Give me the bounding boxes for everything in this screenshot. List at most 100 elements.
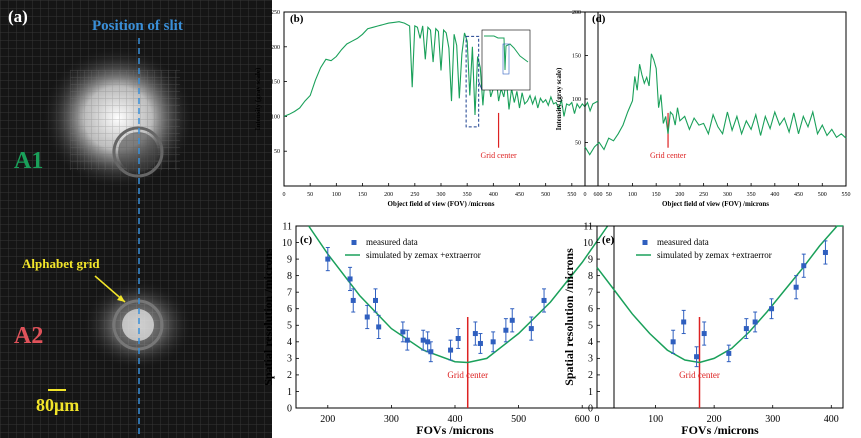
x-tick-label: 200 [384,192,393,198]
x-tick-label: 200 [320,414,335,425]
grid-center-label: Grid center [679,370,720,380]
x-axis-label: Object field of view (FOV) /microns [662,200,769,208]
data-point [404,337,410,343]
y-tick-label: 8 [287,271,292,282]
data-point [477,340,483,346]
data-point [420,337,426,343]
y-tick-label: 0 [588,403,593,414]
x-tick-label: 350 [463,192,472,198]
data-point [350,297,356,303]
grid-core-a2 [122,309,154,341]
x-tick-label: 150 [652,192,661,198]
x-tick-label: 50 [606,192,612,198]
slit-label: Position of slit [92,18,183,34]
panel-label: (b) [290,13,304,25]
x-tick-label: 300 [384,414,399,425]
grid-ring-a1 [112,126,164,178]
grid-core-a1 [118,132,158,172]
y-tick-label: 3 [588,354,593,365]
y-tick-label: 250 [271,10,280,16]
x-axis-label: Object field of view (FOV) /microns [388,200,495,208]
data-point [822,249,828,255]
x-tick-label: 400 [824,414,839,425]
y-tick-label: 6 [287,304,292,315]
y-tick-label: 100 [271,114,280,120]
legend-label-simulated: simulated by zemax +extraerror [366,250,481,260]
grid-center-label: Grid center [447,370,488,380]
data-point [793,284,799,290]
y-tick-label: 10 [282,238,292,249]
inset-curve [484,35,529,71]
data-point [681,319,687,325]
x-tick-label: 250 [410,192,419,198]
intensity-line [283,21,599,117]
y-tick-label: 9 [287,254,292,265]
x-tick-label: 300 [437,192,446,198]
y-tick-label: 5 [588,321,593,332]
y-tick-label: 100 [572,97,581,103]
legend-label-measured: measured data [366,237,418,247]
y-tick-label: 1 [588,387,593,398]
chart-d: 0 50 100 150 200 250 300 350 400 450 500 550 50 100 15… [555,10,851,208]
x-tick-label: 100 [648,414,663,425]
data-point [428,349,434,355]
data-point [541,297,547,303]
data-point [694,354,700,360]
data-point [670,339,676,345]
region-label-a1: A1 [14,148,43,174]
x-tick-label: 200 [675,192,684,198]
panel-label: (d) [592,13,606,25]
panel-label: (c) [300,234,313,246]
x-tick-label: 150 [358,192,367,198]
data-point [503,327,509,333]
y-tick-label: 4 [287,337,292,348]
y-tick-label: 7 [287,288,292,299]
zoom-connector [478,81,483,91]
x-tick-label: 400 [770,192,779,198]
data-point [509,317,515,323]
x-tick-label: 600 [594,192,603,198]
data-point [726,350,732,356]
legend-label-simulated: simulated by zemax +extraerror [657,250,772,260]
y-axis-label: Spatial resolution /microns [562,248,576,386]
data-point [752,319,758,325]
data-point [528,326,534,332]
x-tick-label: 250 [699,192,708,198]
x-tick-label: 500 [541,192,550,198]
y-tick-label: 150 [572,54,581,60]
alphabet-grid-label: Alphabet grid [22,256,100,271]
plot-frame [584,11,847,187]
y-tick-label: 9 [588,254,593,265]
y-axis-label: Spatial resolution /microns [261,248,275,386]
y-tick-label: 10 [583,238,593,249]
x-tick-label: 0 [584,192,587,198]
data-point [455,336,461,342]
inset-b [465,29,531,128]
grid-center-label: Grid center [480,151,517,160]
scale-label: 80μm [36,395,79,415]
x-tick-label: 550 [842,192,851,198]
x-tick-label: 100 [628,192,637,198]
x-tick-label: 450 [794,192,803,198]
y-axis-label: Intensity (gray scale) [555,67,563,130]
data-point [743,326,749,332]
inset-resolution-box [502,43,510,75]
y-tick-label: 4 [588,337,593,348]
x-tick-label: 0 [595,414,600,425]
x-tick-label: 550 [567,192,576,198]
intensity-line [584,53,847,156]
x-tick-label: 300 [723,192,732,198]
x-tick-label: 500 [818,192,827,198]
region-label-a2: A2 [14,323,43,349]
chart-e: 0 100 200 300 400 0 1 2 3 4 5 6 7 8 9 10 11 FOVs /microns… [562,221,844,437]
data-point [472,331,478,337]
y-tick-label: 11 [583,221,593,232]
plot-frame [283,11,599,187]
y-tick-label: 2 [588,370,593,381]
x-tick-label: 600 [575,414,590,425]
y-tick-label: 1 [287,387,292,398]
x-tick-label: 200 [707,414,722,425]
y-tick-label: 11 [282,221,292,232]
panel-label-a: (a) [8,7,28,26]
